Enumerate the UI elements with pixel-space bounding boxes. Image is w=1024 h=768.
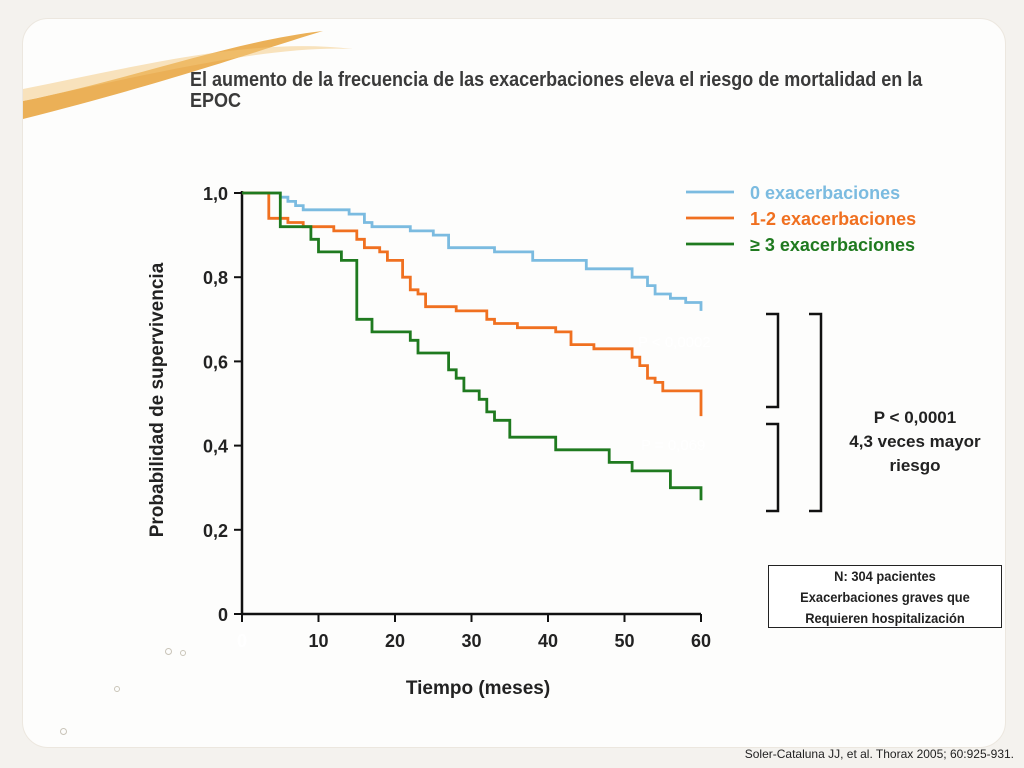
bracket-top [766,312,780,409]
p-value-bottom: P = 0,069 [641,437,705,454]
y-tick-label: 0,2 [203,521,228,541]
note-line: Requieren hospitalización [805,610,965,626]
x-axis-label: Tiempo (meses) [406,678,550,699]
y-tick-label: 0 [218,605,228,625]
note-line: N: 304 pacientes [834,568,936,584]
decorative-dot [180,650,186,656]
chart-axes: 0 0,2 0,4 0,6 0,8 1,0 0 10 20 30 40 50 60 [203,184,711,651]
p-overall-line: riesgo [889,456,941,475]
x-tick-label: 50 [614,631,634,651]
source-citation: Soler-Cataluna JJ, et al. Thorax 2005; 6… [744,747,1014,761]
note-line: Exacerbaciones graves que [800,589,970,605]
x-tick-label: 0 [237,631,247,651]
x-tick-label: 10 [308,631,328,651]
slide-frame [22,18,1006,748]
chart-legend: 0 exacerbaciones 1-2 exacerbaciones ≥ 3 ex… [686,183,916,255]
bracket-overall [809,312,823,513]
survival-curve [242,191,703,417]
y-tick-label: 0,6 [203,352,228,372]
overall-p-value: P < 0,0001 4,3 veces mayor riesgo [820,406,1010,478]
slide-title: El aumento de la frecuencia de las exace… [190,69,923,112]
decorative-dot [165,648,172,655]
y-axis-label: Probabilidad de supervivencia [147,262,168,537]
legend-label: 1-2 exacerbaciones [750,209,916,229]
legend-label: ≥ 3 exacerbaciones [750,235,915,255]
y-tick-label: 0,4 [203,437,228,457]
decorative-swoosh [23,31,353,119]
survival-curve [242,191,703,501]
significance-brackets [766,312,823,513]
decorative-dot [60,728,67,735]
survival-curve [242,191,703,311]
y-tick-label: 0,8 [203,268,228,288]
x-tick-label: 40 [538,631,558,651]
bracket-bottom [766,422,780,513]
legend-label: 0 exacerbaciones [750,183,900,203]
patients-note-box: N: 304 pacientes Exacerbaciones graves q… [768,565,1002,628]
p-overall-line: P < 0,0001 [873,408,957,427]
y-tick-label: 1,0 [203,184,228,204]
x-tick-label: 30 [461,631,481,651]
p-overall-line: 4,3 veces mayor [849,432,981,451]
decorative-dot [114,686,120,692]
x-tick-label: 20 [385,631,405,651]
p-value-top: P < 0,0002 [638,334,711,351]
x-tick-label: 60 [691,631,711,651]
chart-series [242,191,703,501]
